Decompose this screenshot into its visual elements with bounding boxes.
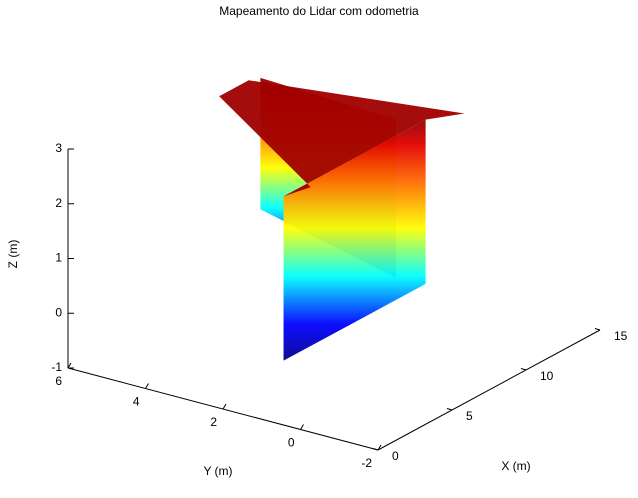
y-tick <box>145 383 149 389</box>
x-tick <box>372 448 379 451</box>
y-tick-label: 0 <box>288 436 295 450</box>
z-tick-label: 3 <box>55 141 62 155</box>
x-axis <box>377 329 601 451</box>
y-tick-label: 2 <box>210 415 217 429</box>
x-tick-label: 15 <box>614 329 628 343</box>
x-axis-label: X (m) <box>501 459 530 473</box>
x-tick <box>520 368 527 371</box>
y-tick <box>300 424 304 430</box>
z-tick-label: -1 <box>51 360 62 374</box>
x-tick <box>594 328 601 331</box>
z-tick-label: 2 <box>55 196 62 210</box>
point-cloud-face <box>283 119 426 361</box>
x-tick-label: 0 <box>392 449 399 463</box>
y-tick-label: 6 <box>55 374 62 388</box>
chart-title: Mapeamento do Lidar com odometria <box>219 4 419 18</box>
y-tick-label: 4 <box>133 395 140 409</box>
x-tick-label: 5 <box>466 409 473 423</box>
y-tick <box>67 362 72 369</box>
y-tick <box>222 403 227 410</box>
z-tick-label: 0 <box>55 305 62 319</box>
z-tick-label: 1 <box>55 251 62 265</box>
z-axis-label: Z (m) <box>6 240 20 269</box>
y-tick <box>377 444 382 451</box>
y-axis-label: Y (m) <box>203 464 232 478</box>
x-tick-label: 10 <box>540 369 554 383</box>
y-tick-label: -2 <box>361 456 372 470</box>
point-cloud-face <box>219 80 465 197</box>
x-tick <box>446 408 453 411</box>
